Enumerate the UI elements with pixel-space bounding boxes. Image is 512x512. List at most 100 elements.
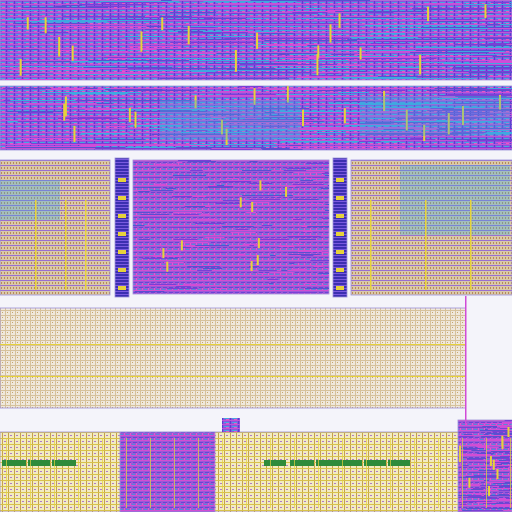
logic-wire [181,247,188,248]
routing-wire [263,117,320,118]
edge-wire [465,296,467,426]
logic-wire [146,272,171,273]
routing-wire [488,43,512,44]
routing-wire [39,32,69,33]
routing-wire [275,60,348,61]
logic-wire [209,252,223,253]
logic-wire [300,180,314,181]
logic-wire [297,251,323,252]
logic-wire [464,465,491,466]
routing-wire [420,147,512,148]
routing-wire [120,52,183,53]
routing-wire [420,27,512,28]
logic-wire [173,214,199,215]
routing-wire [361,133,471,134]
routing-wire [60,26,147,27]
logic-wire [210,288,226,289]
logic-wire [505,460,512,461]
strip-marker [118,178,126,182]
logic-wire [250,183,263,184]
routing-wire [488,61,512,62]
logic-wire [465,508,482,509]
via-stack [317,45,320,58]
logic-wire [303,231,312,232]
routing-wire [393,109,468,110]
io-pin-line [246,438,247,508]
routing-wire [447,94,512,95]
routing-wire [31,143,142,144]
logic-wire [322,218,329,219]
logic-wire [169,258,178,259]
routing-wire [13,23,89,24]
routing-wire [316,132,346,133]
routing-wire [192,7,279,8]
via-stack [234,49,237,72]
routing-wire [457,97,512,98]
routing-wire [445,76,489,77]
logic-wire [258,270,277,271]
logic-wire [459,504,467,505]
logic-wire [258,273,267,274]
via-stack [488,485,491,496]
routing-wire [473,62,512,63]
routing-wire [273,62,306,63]
io-pin-line [462,438,463,508]
logic-wire [176,162,183,163]
routing-wire [303,11,425,12]
poly-bar [290,460,314,466]
poly-bar [364,460,386,466]
routing-wire [203,33,221,34]
routing-wire [21,138,82,139]
routing-wire [279,111,361,112]
routing-wire [303,127,375,128]
logic-wire [496,464,503,465]
logic-wire [142,258,177,259]
via-stack [253,88,256,105]
logic-wire [469,472,500,473]
io-pin-line [6,438,7,508]
routing-wire [177,31,203,32]
routing-wire [471,0,498,1]
routing-wire [117,64,245,65]
routing-wire [447,51,505,52]
routing-wire [267,44,338,45]
logic-wire [506,487,512,488]
logic-wire [292,219,302,220]
routing-wire [253,45,350,46]
routing-wire [269,115,284,116]
logic-wire [476,446,490,447]
logic-wire [205,237,225,238]
logic-wire [163,262,184,263]
routing-wire [280,141,401,142]
routing-wire [185,135,276,136]
routing-wire [264,126,290,127]
logic-wire [259,195,293,196]
routing-wire [455,132,466,133]
logic-wire [249,161,258,162]
logic-wire [291,218,296,219]
via-stack [44,17,47,34]
via-stack [256,255,259,266]
via-stack [128,107,131,122]
logic-wire [496,426,508,427]
routing-wire [79,4,147,5]
strip-marker [336,250,344,254]
logic-wire [245,212,257,213]
logic-wire [235,229,249,230]
logic-wire [154,184,166,185]
routing-wire [398,56,497,57]
routing-wire [411,8,512,9]
routing-wire [292,12,328,13]
routing-wire [274,129,384,130]
poly-bar [28,460,50,466]
right-std-cell-block [350,159,512,296]
routing-wire [485,76,503,77]
routing-wire [455,96,507,97]
routing-wire [7,121,18,122]
logic-wire [292,199,319,200]
routing-wire [322,45,386,46]
via-stack [64,96,67,117]
